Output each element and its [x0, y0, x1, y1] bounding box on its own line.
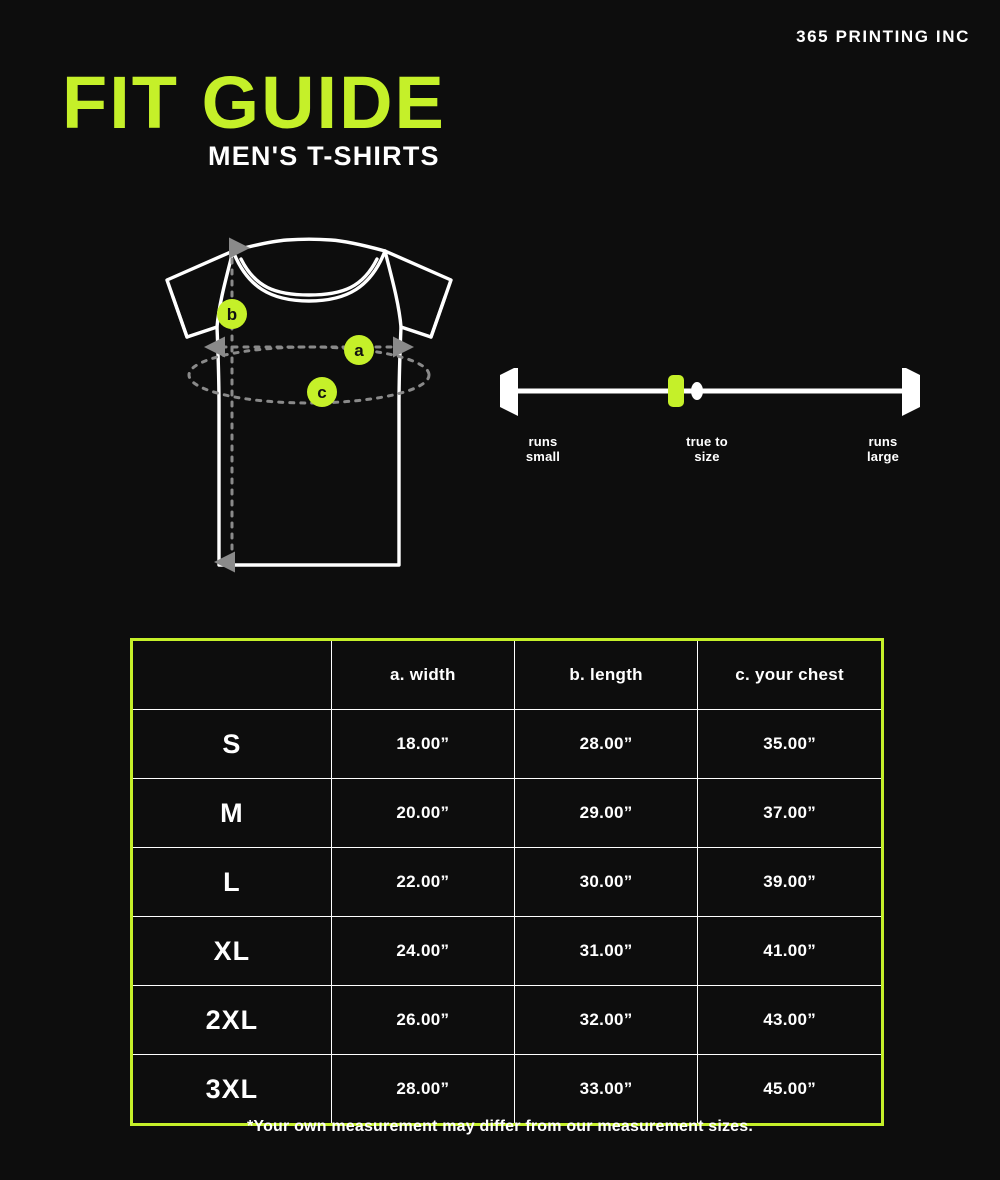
- table-row: 2XL 26.00” 32.00” 43.00”: [133, 985, 881, 1055]
- table-header-row: a. width b. length c. your chest: [133, 641, 881, 710]
- fit-label-true-to-size-line2: size: [694, 448, 720, 464]
- fit-label-runs-large-line1: runs: [868, 434, 898, 449]
- table-header-length: b. length: [513, 641, 699, 710]
- cell-size: M: [133, 778, 332, 848]
- fit-scale-center-dot: [691, 382, 703, 400]
- table-header-chest: c. your chest: [697, 641, 881, 710]
- tshirt-outline: [165, 237, 453, 567]
- page-title: FIT GUIDE: [62, 61, 446, 144]
- fit-label-runs-large: runs large: [838, 434, 928, 464]
- cell-size: 2XL: [133, 985, 332, 1055]
- size-chart-table: a. width b. length c. your chest S 18.00…: [130, 638, 884, 1126]
- measure-badge-a: a: [344, 335, 374, 365]
- table-row: S 18.00” 28.00” 35.00”: [133, 709, 881, 779]
- cell-size: L: [133, 847, 332, 917]
- measurement-footnote: *Your own measurement may differ from ou…: [246, 1118, 754, 1135]
- fit-label-runs-large-line2: large: [866, 448, 900, 464]
- cell-width: 18.00”: [330, 709, 515, 779]
- chest-measure-ellipse: [187, 345, 431, 405]
- cell-length: 32.00”: [513, 985, 699, 1055]
- cell-chest: 37.00”: [697, 778, 881, 848]
- cell-width: 20.00”: [330, 778, 515, 848]
- cell-size: XL: [133, 916, 332, 986]
- table-row: 3XL 28.00” 33.00” 45.00”: [133, 1054, 881, 1123]
- cell-size: S: [133, 709, 332, 779]
- measure-badge-b: b: [217, 299, 247, 329]
- cell-chest: 39.00”: [697, 847, 881, 917]
- fit-label-runs-small-line1: runs: [528, 434, 558, 449]
- measure-badge-c: c: [307, 377, 337, 407]
- table-row: XL 24.00” 31.00” 41.00”: [133, 916, 881, 986]
- cell-length: 29.00”: [513, 778, 699, 848]
- cell-length: 30.00”: [513, 847, 699, 917]
- fit-label-true-to-size-line1: true to: [686, 434, 728, 449]
- cell-chest: 41.00”: [697, 916, 881, 986]
- tshirt-diagram: [165, 237, 453, 573]
- table-row: L 22.00” 30.00” 39.00”: [133, 847, 881, 917]
- fit-label-true-to-size: true to size: [662, 434, 752, 464]
- fit-scale-marker: [668, 375, 684, 407]
- cell-width: 24.00”: [330, 916, 515, 986]
- cell-width: 28.00”: [330, 1054, 515, 1123]
- table-header-size: [133, 641, 332, 710]
- cell-length: 31.00”: [513, 916, 699, 986]
- table-row: M 20.00” 29.00” 37.00”: [133, 778, 881, 848]
- cell-chest: 45.00”: [697, 1054, 881, 1123]
- brand-logo-text: 365 PRINTING INC: [796, 27, 970, 46]
- page-subtitle: MEN'S T-SHIRTS: [208, 141, 440, 171]
- fit-label-runs-small-line2: small: [525, 448, 561, 464]
- cell-length: 28.00”: [513, 709, 699, 779]
- cell-width: 26.00”: [330, 985, 515, 1055]
- fit-scale-slider[interactable]: [500, 368, 920, 418]
- cell-width: 22.00”: [330, 847, 515, 917]
- table-header-width: a. width: [330, 641, 515, 710]
- fit-label-runs-small: runs small: [498, 434, 588, 464]
- cell-length: 33.00”: [513, 1054, 699, 1123]
- cell-chest: 35.00”: [697, 709, 881, 779]
- cell-chest: 43.00”: [697, 985, 881, 1055]
- cell-size: 3XL: [133, 1054, 332, 1123]
- tshirt-collar: [231, 249, 387, 303]
